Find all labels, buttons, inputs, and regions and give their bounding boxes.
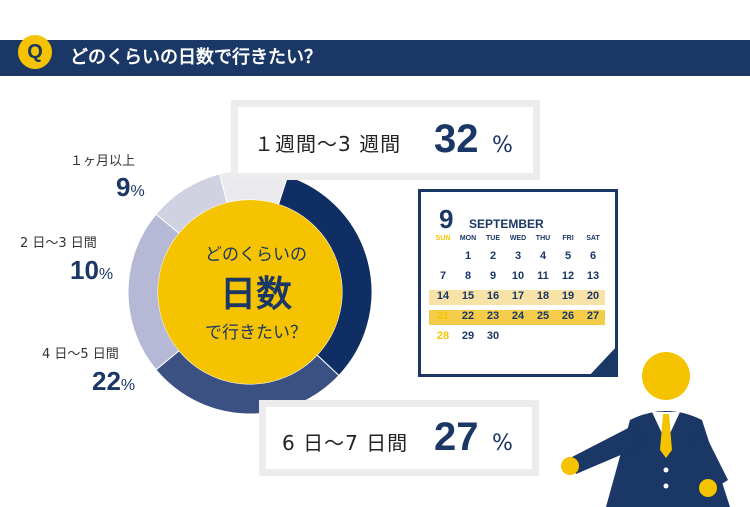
center-label-top: どのくらいの: [205, 245, 307, 265]
calendar-day: 14: [436, 290, 450, 302]
label-2-3-days: 2 日〜3 日間: [20, 236, 97, 251]
calendar-day: 5: [564, 250, 572, 262]
calendar-weekday: SUN: [435, 235, 451, 242]
calendar-month-number: 9: [439, 204, 454, 234]
card-6-7-days-unit: %: [492, 431, 513, 456]
calendar-day: 23: [486, 310, 500, 322]
calendar-weekday: MON: [459, 235, 477, 242]
calendar-day: 17: [511, 290, 525, 302]
value-4-5-days: 22%: [92, 366, 136, 396]
calendar-weekday: SAT: [586, 235, 600, 242]
calendar-day: 1: [464, 250, 472, 262]
calendar: 9 SEPTEMBER SUN MON TUE WED THU FRI SAT 1 2 3 4 5 6 7…: [418, 189, 618, 377]
calendar-day: 25: [536, 310, 550, 322]
card-1-3-weeks-unit: %: [492, 133, 513, 158]
question-title: どのくらいの日数で行きたい？: [70, 47, 322, 68]
calendar-day: 27: [586, 310, 600, 322]
calendar-day: 10: [511, 270, 525, 282]
q-badge: Q: [18, 35, 52, 69]
card-6-7-days-label: 6 日〜7 日間: [282, 431, 409, 455]
calendar-day: 26: [561, 310, 575, 322]
calendar-day: 13: [586, 270, 600, 282]
calendar-day: 24: [511, 310, 525, 322]
calendar-highlight-row: [429, 310, 605, 325]
calendar-day: 15: [461, 290, 475, 302]
center-label-main: 日数: [219, 274, 292, 315]
calendar-weekday: THU: [535, 235, 551, 242]
calendar-day: 3: [514, 250, 522, 262]
calendar-month-name: SEPTEMBER: [469, 217, 544, 231]
calendar-day: 16: [486, 290, 500, 302]
question-bar: [0, 40, 750, 76]
calendar-weekday: WED: [509, 235, 527, 242]
card-6-7-days-value: 27: [434, 415, 479, 459]
label-4-5-days: 4 日〜5 日間: [42, 347, 119, 362]
card-6-7-days: 6 日〜7 日間 27 %: [266, 407, 532, 469]
presenter-illustration: [561, 352, 730, 507]
calendar-day: 19: [561, 290, 575, 302]
calendar-day: 22: [461, 310, 475, 322]
calendar-day: 4: [539, 250, 547, 262]
calendar-day: 20: [586, 290, 600, 302]
label-1month-plus: １ヶ月以上: [70, 154, 136, 169]
calendar-highlight-row: [429, 290, 605, 305]
card-1-3-weeks-label: １週間〜3 週間: [254, 132, 402, 156]
donut-center-disc: [158, 200, 342, 384]
calendar-day: 29: [461, 330, 475, 342]
value-1month-plus: 9%: [116, 172, 145, 202]
calendar-weekday: TUE: [486, 235, 500, 242]
value-2-3-days: 10%: [70, 255, 114, 285]
calendar-day: 6: [589, 250, 597, 262]
calendar-day: 21: [436, 310, 450, 322]
card-1-3-weeks-value: 32: [434, 117, 479, 161]
calendar-day: 9: [489, 270, 497, 282]
calendar-page-curl: [588, 345, 618, 377]
calendar-weekday: FRI: [562, 235, 574, 242]
calendar-day: 7: [439, 270, 447, 282]
calendar-day: 12: [561, 270, 575, 282]
calendar-day: 2: [489, 250, 497, 262]
center-label-bottom: で行きたい？: [205, 323, 307, 343]
calendar-day: 8: [464, 270, 472, 282]
calendar-day: 11: [537, 270, 549, 282]
donut-slice-4: [219, 169, 289, 206]
calendar-day: 28: [436, 330, 450, 342]
calendar-day: 18: [536, 290, 550, 302]
card-1-3-weeks: １週間〜3 週間 32 %: [238, 107, 533, 173]
calendar-day: 30: [486, 330, 500, 342]
